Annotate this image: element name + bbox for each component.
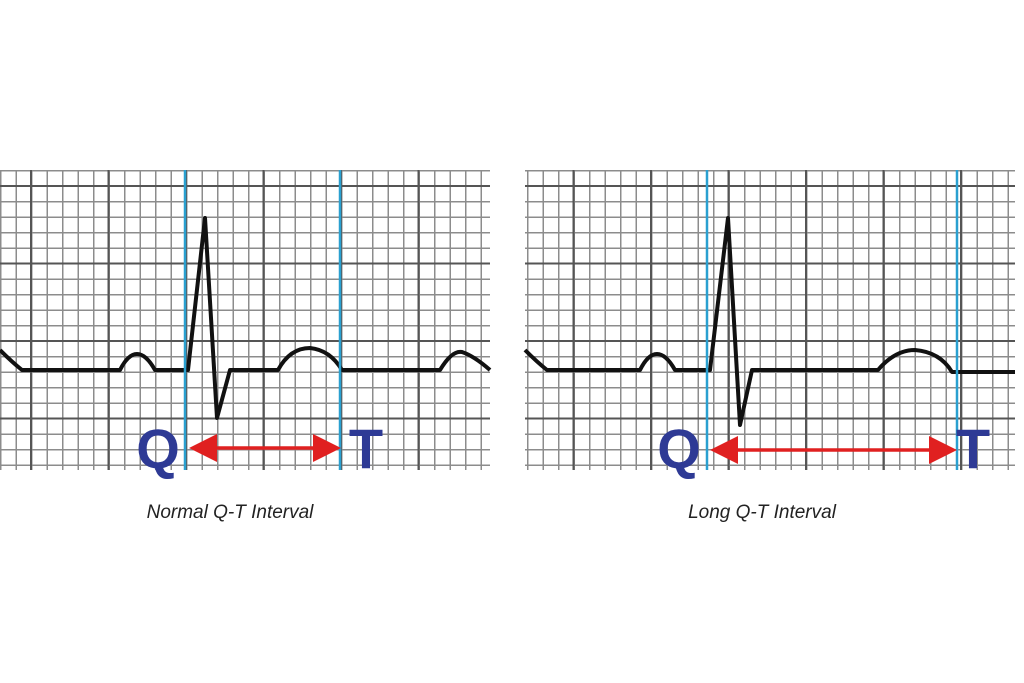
ecg-trace [0, 216, 492, 420]
long-panel: Q T Long Q-T Interval [523, 170, 1015, 523]
t-label: T [349, 417, 383, 480]
ecg-trace [523, 216, 1015, 427]
normal-panel: Q T Normal Q-T Interval [0, 170, 492, 523]
grid-major [0, 170, 490, 470]
caption: Normal Q-T Interval [147, 502, 315, 523]
grid-major [525, 170, 1015, 470]
q-label: Q [657, 417, 701, 480]
q-label: Q [136, 417, 180, 480]
t-label: T [956, 417, 990, 480]
caption: Long Q-T Interval [688, 502, 837, 523]
